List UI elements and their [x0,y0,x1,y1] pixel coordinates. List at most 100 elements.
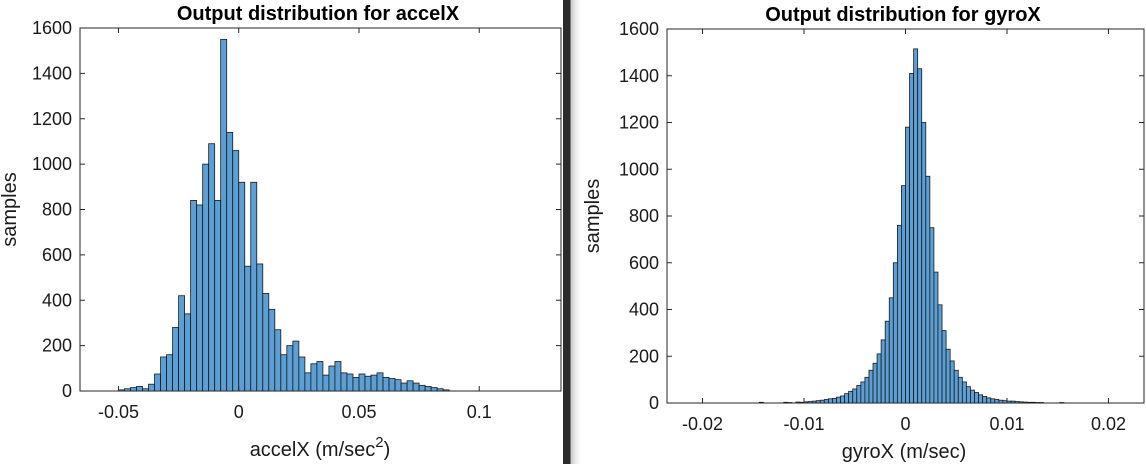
histogram-bar [322,374,330,392]
histogram-bar [819,399,825,404]
histogram-bar [1010,400,1016,404]
y-tick-label: 1000 [32,154,72,174]
histogram-bar [998,399,1004,404]
histogram-bar [860,381,866,404]
y-tick-label: 600 [42,245,72,265]
x-tick-label: 0.02 [1091,414,1126,434]
histogram-bar [358,373,366,392]
histogram-bar [328,365,336,392]
histogram-bar [370,374,378,392]
histogram-bar [442,389,450,392]
histogram-bar [142,388,149,392]
histogram-bar [864,376,870,404]
y-tick-label: 1600 [32,18,72,38]
histogram-bar [304,372,312,392]
histogram-bar [982,396,988,404]
histogram-bar [124,388,131,392]
histogram-bar [803,401,809,404]
histogram-bar [190,200,198,392]
histogram-bar [262,293,270,392]
histogram-bar [208,143,216,392]
x-tick-label: 0.1 [467,402,492,422]
histogram-bar [430,387,438,392]
histogram-bar [811,400,817,404]
histogram-bar [941,330,947,404]
chart-title: Output distribution for accelX [177,3,460,25]
x-tick-label: -0.02 [682,414,723,434]
accelx-histogram-panel: 0 200 400 600 800 1000 1200 1400 1600 -0.05 0 0.05 0… [0,0,563,464]
histogram-bar [250,181,258,392]
y-tick-label: 200 [629,346,659,366]
histogram-bar [334,361,342,392]
plot-area: 0 200 400 600 800 1000 1200 1400 1600 -0.02 -0.01 0… [619,19,1145,434]
histogram-bar [256,263,264,392]
x-axis-label-superscript: 2 [375,434,383,451]
histogram-bar [905,126,910,404]
histogram-bar [292,340,300,392]
histogram-bar [965,386,971,404]
histogram-bar [884,320,890,404]
y-tick-label: 800 [629,206,659,226]
histogram-bar [394,379,402,392]
y-tick-label: 1400 [32,63,72,83]
histogram-bar [1006,400,1012,404]
histogram-bar [178,295,186,392]
y-axis-label: samples [0,172,21,246]
x-axis-label: gyroX (m/sec) [842,441,966,463]
histogram-bar [901,185,906,404]
histogram-bar [1002,400,1008,404]
histogram-bar [274,329,282,392]
window-divider[interactable] [563,0,581,464]
histogram-bar [807,401,813,404]
histogram-bar [232,150,240,392]
histogram-bar [970,389,975,404]
histogram-bar [909,73,915,404]
histogram-bar [978,394,984,404]
x-tick-label: -0.05 [98,402,139,422]
gyrox-histogram-chart: 0 200 400 600 800 1000 1200 1400 1600 -0.02 -0.01 0… [582,4,1145,463]
histogram-bar [220,38,228,392]
y-tick-label: 0 [62,381,72,401]
y-tick-label: 400 [42,290,72,310]
histogram-bar [815,400,821,404]
histogram-bar [783,401,789,404]
y-tick-label: 1200 [32,109,72,129]
histogram-bar [400,382,408,392]
histogram-bar [990,398,996,404]
bars [758,48,1065,404]
histogram-bar [840,395,846,404]
histogram-bar [298,356,306,392]
histogram-bar [226,131,234,392]
histogram-bar [412,382,420,392]
histogram-bar [799,401,805,404]
gyrox-histogram-panel: 0 200 400 600 800 1000 1200 1400 1600 -0.02 -0.01 0… [581,0,1146,464]
histogram-bar [184,313,192,392]
histogram-bar [346,373,354,392]
y-tick-label: 0 [649,393,659,413]
histogram-bar [880,339,886,404]
histogram-bar [238,181,246,392]
histogram-bar [436,388,444,392]
x-tick-label: -0.01 [783,414,824,434]
y-tick-label: 800 [42,200,72,220]
histogram-bar [921,122,927,404]
histogram-bar [913,48,919,404]
histogram-bar [172,327,180,392]
histogram-bar [1022,401,1028,404]
histogram-bar [160,356,167,392]
histogram-bar [961,381,967,404]
histogram-bar [316,361,324,392]
histogram-bar [118,389,125,392]
histogram-bar [196,204,204,392]
x-tick-label: 0 [234,402,244,422]
histogram-bar [382,376,390,392]
histogram-bar [1026,401,1032,404]
histogram-bar [202,163,210,392]
histogram-bar [986,397,992,404]
histogram-bar [130,387,137,392]
histogram-bar [852,388,858,404]
histogram-bar [795,401,801,404]
plot-area: 0 200 400 600 800 1000 1200 1400 1600 -0.05 0 0.05 0… [32,18,562,422]
histogram-bar [888,297,894,404]
histogram-bar [949,360,955,404]
